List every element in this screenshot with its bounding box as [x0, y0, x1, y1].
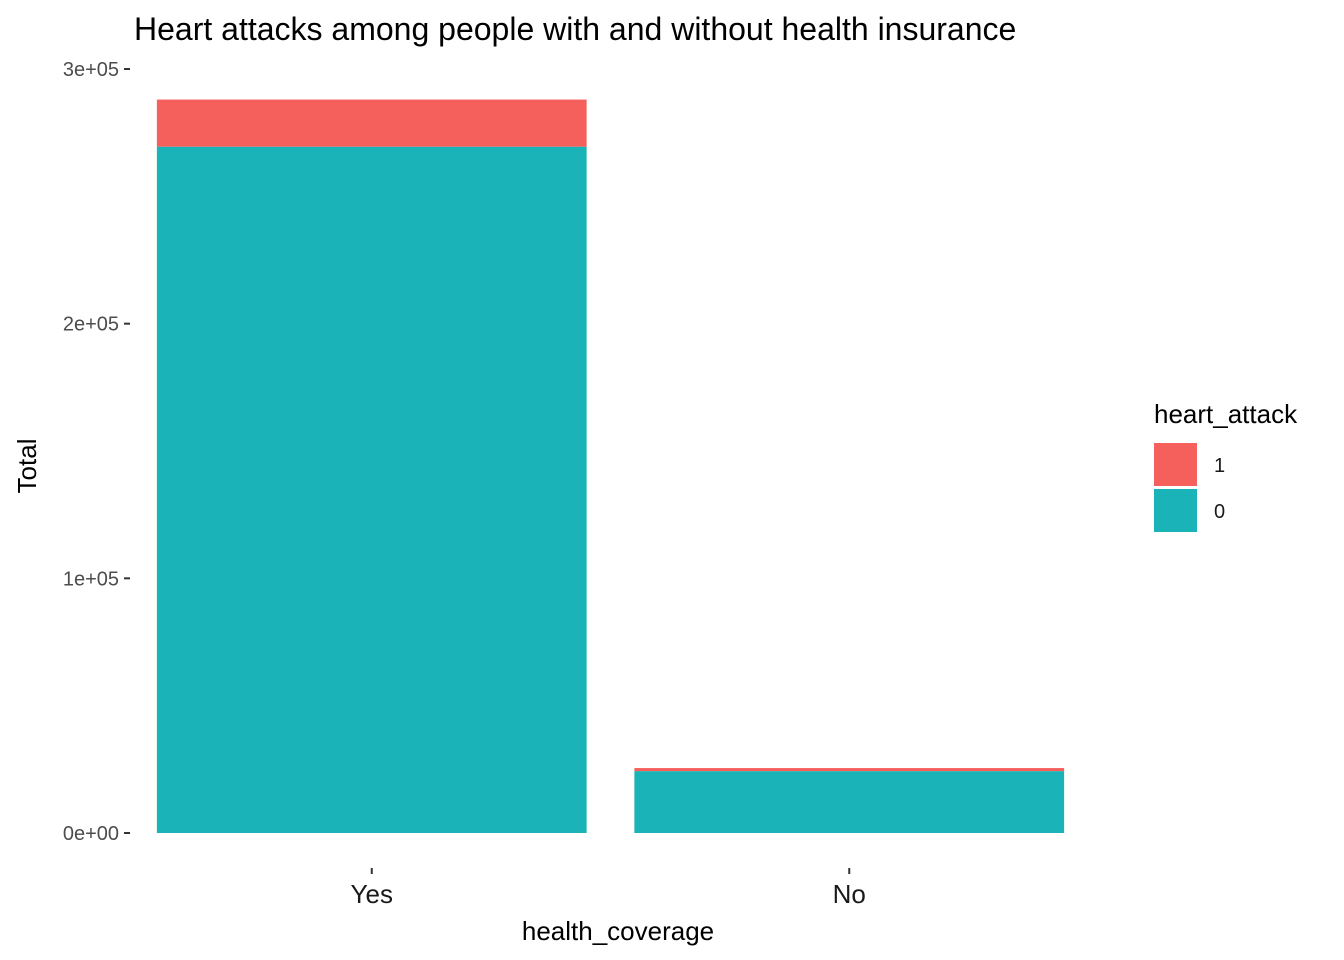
- bar-segment: [156, 99, 587, 147]
- x-axis-title: health_coverage: [522, 916, 714, 946]
- legend-title: heart_attack: [1154, 399, 1298, 429]
- y-tick-label: 0e+00: [63, 823, 119, 845]
- bars: [156, 99, 1065, 833]
- y-tick-label: 1e+05: [63, 568, 119, 590]
- y-tick-label: 3e+05: [63, 59, 119, 81]
- x-tick-label: No: [833, 879, 866, 909]
- legend-label: 1: [1214, 455, 1225, 477]
- bar-segment: [156, 146, 587, 833]
- chart-title: Heart attacks among people with and with…: [134, 11, 1016, 47]
- legend: heart_attack 1 0: [1154, 399, 1298, 532]
- bar-segment: [634, 771, 1065, 833]
- x-tick-label: Yes: [351, 879, 393, 909]
- y-axis: 0e+00 1e+05 2e+05 3e+05: [63, 59, 130, 845]
- y-tick-label: 2e+05: [63, 314, 119, 336]
- bar-segment: [634, 768, 1065, 772]
- legend-key: [1154, 443, 1197, 486]
- legend-label: 0: [1214, 501, 1225, 523]
- x-axis: Yes No: [351, 868, 866, 909]
- legend-key: [1154, 489, 1197, 532]
- y-axis-title: Total: [12, 439, 42, 494]
